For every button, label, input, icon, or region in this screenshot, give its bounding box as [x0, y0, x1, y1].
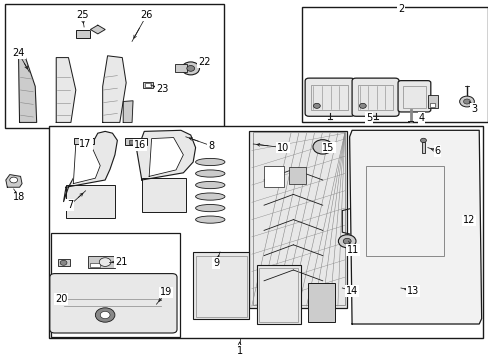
Text: 1: 1	[236, 346, 242, 356]
Bar	[264, 166, 283, 187]
Text: 25: 25	[76, 10, 88, 20]
Polygon shape	[102, 56, 126, 122]
Polygon shape	[149, 138, 183, 176]
Ellipse shape	[195, 204, 224, 212]
Circle shape	[100, 311, 110, 319]
Bar	[195, 256, 246, 317]
Bar	[288, 167, 305, 184]
Circle shape	[459, 96, 473, 107]
Bar	[259, 268, 298, 322]
Text: 15: 15	[322, 143, 334, 153]
Text: 13: 13	[406, 286, 419, 296]
Circle shape	[343, 238, 350, 244]
Ellipse shape	[195, 193, 224, 200]
Text: 11: 11	[346, 245, 359, 255]
Bar	[58, 259, 70, 266]
Circle shape	[313, 103, 320, 108]
Text: 17: 17	[79, 139, 92, 149]
Text: 12: 12	[462, 215, 475, 225]
Text: 19: 19	[160, 287, 172, 297]
Ellipse shape	[195, 181, 224, 189]
Bar	[5, 4, 224, 128]
Text: 23: 23	[156, 84, 168, 94]
Text: 2: 2	[397, 4, 403, 14]
Text: 24: 24	[12, 48, 25, 58]
Text: 3: 3	[470, 104, 476, 114]
Circle shape	[420, 138, 426, 143]
Text: 9: 9	[213, 258, 219, 268]
Text: 20: 20	[55, 294, 67, 304]
Bar	[49, 126, 482, 338]
Bar	[142, 178, 185, 212]
Bar	[175, 64, 186, 72]
Polygon shape	[73, 144, 100, 184]
Bar	[256, 265, 300, 324]
Polygon shape	[137, 130, 195, 180]
Bar	[301, 7, 487, 122]
Bar	[193, 252, 249, 319]
Bar	[429, 103, 434, 107]
Circle shape	[99, 258, 111, 266]
Circle shape	[60, 260, 67, 265]
Polygon shape	[56, 58, 76, 122]
Text: 16: 16	[134, 140, 146, 150]
Polygon shape	[19, 58, 37, 122]
Bar	[90, 263, 100, 267]
Circle shape	[312, 140, 332, 154]
Circle shape	[95, 308, 115, 322]
Text: 7: 7	[67, 200, 73, 210]
FancyBboxPatch shape	[397, 81, 430, 112]
FancyBboxPatch shape	[305, 78, 354, 116]
Polygon shape	[63, 131, 117, 202]
Circle shape	[359, 103, 366, 108]
Text: 26: 26	[140, 10, 153, 20]
Ellipse shape	[195, 158, 224, 166]
Text: 10: 10	[276, 143, 288, 153]
Ellipse shape	[195, 170, 224, 177]
Bar	[253, 132, 345, 305]
Circle shape	[10, 177, 18, 183]
Text: 4: 4	[418, 113, 424, 123]
Bar	[249, 131, 346, 308]
Polygon shape	[123, 101, 133, 122]
Circle shape	[182, 62, 199, 75]
Bar	[124, 138, 146, 145]
Bar	[307, 283, 334, 322]
Bar	[402, 86, 426, 108]
Text: 22: 22	[198, 57, 210, 67]
FancyBboxPatch shape	[351, 78, 398, 116]
FancyBboxPatch shape	[50, 274, 177, 333]
Bar	[76, 30, 90, 38]
Bar	[358, 85, 392, 110]
Ellipse shape	[195, 216, 224, 223]
Bar	[311, 85, 347, 110]
Circle shape	[338, 235, 355, 248]
Bar	[74, 138, 94, 144]
Text: 14: 14	[345, 286, 358, 296]
Polygon shape	[6, 175, 22, 187]
Bar	[144, 83, 150, 87]
Text: 18: 18	[13, 192, 26, 202]
Bar	[88, 256, 115, 268]
Bar	[51, 233, 180, 337]
Text: 8: 8	[208, 141, 214, 151]
Circle shape	[463, 99, 469, 104]
Polygon shape	[349, 130, 481, 324]
Text: 6: 6	[434, 146, 440, 156]
Bar	[427, 95, 437, 108]
Circle shape	[186, 66, 194, 71]
Bar	[421, 142, 425, 153]
Bar	[365, 166, 443, 256]
Polygon shape	[90, 25, 105, 34]
Bar	[142, 82, 152, 88]
Bar	[128, 140, 142, 144]
Text: 21: 21	[115, 257, 127, 267]
Bar	[66, 185, 115, 218]
Text: 5: 5	[366, 113, 371, 123]
